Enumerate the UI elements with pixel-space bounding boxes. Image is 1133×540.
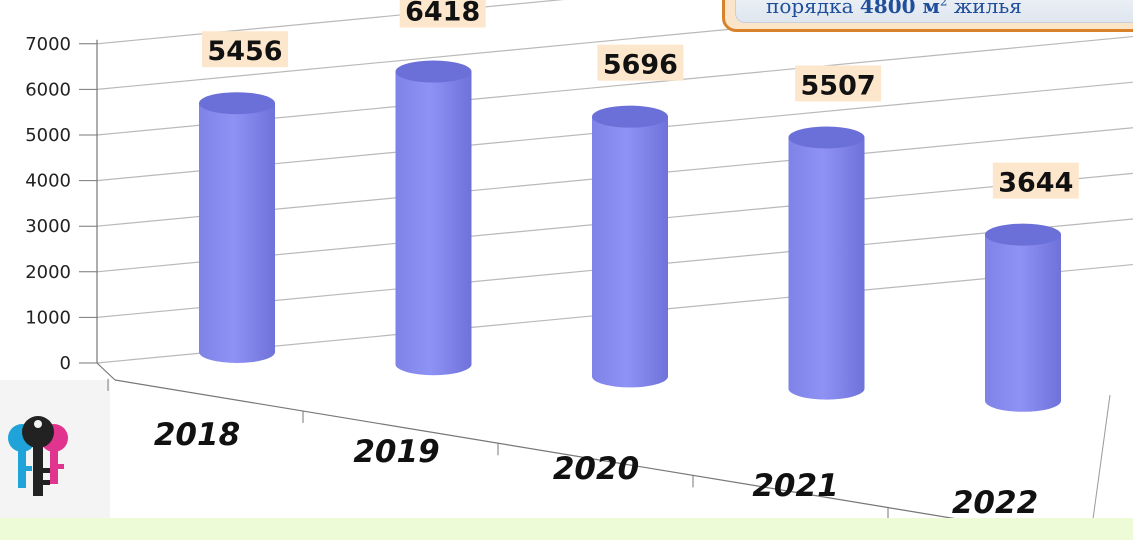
y-tick-label: 2000 [25,262,71,283]
bar-top [395,60,472,83]
y-tick-label: 3000 [25,216,71,237]
y-tick-label: 1000 [25,307,71,328]
y-tick-label: 7000 [25,34,71,55]
data-label: 5696 [603,50,678,81]
x-tick-label: 2021 [752,468,838,504]
data-label-bg [992,162,1079,199]
x-tick-label: 2020 [553,451,639,487]
data-label: 3644 [998,168,1073,199]
bar-body [788,137,865,400]
data-label: 5456 [207,36,282,67]
data-label: 6418 [405,0,480,28]
gridline [96,0,565,45]
bar-body [395,71,472,376]
y-tick-label: 4000 [25,171,71,192]
bar-top [788,126,865,149]
y-tick-label: 0 [60,353,71,374]
bar-top [985,223,1061,246]
x-axis [114,379,1089,540]
data-label-bg [597,44,684,81]
floor-edge [1089,394,1111,540]
bar-2019 [395,60,472,376]
bar-2020 [592,105,668,388]
data-label-bg [795,65,882,102]
x-tick-label: 2019 [353,434,439,470]
x-tick-label: 2022 [952,485,1038,521]
bar-2018 [199,92,275,364]
data-label: 5507 [801,70,876,101]
bottom-band [0,518,1133,540]
data-label-bg [399,0,486,28]
bar-top [199,92,275,115]
x-tick-label: 2018 [154,417,240,453]
bar-body [985,234,1061,412]
bar-2022 [985,223,1061,412]
data-label-bg [202,31,288,68]
bar-2021 [788,126,865,400]
note-text: порядка 4800 м2 жилья [766,0,1022,18]
y-tick-label: 5000 [25,125,71,146]
floor-edge [96,362,116,381]
bar-top [592,105,668,128]
keys-icon [8,416,68,496]
bar-body [199,103,275,364]
bar-body [592,116,668,388]
note-callout: порядка 4800 м2 жилья [722,0,1133,32]
keys-logo [0,380,110,520]
y-tick-label: 6000 [25,79,71,100]
